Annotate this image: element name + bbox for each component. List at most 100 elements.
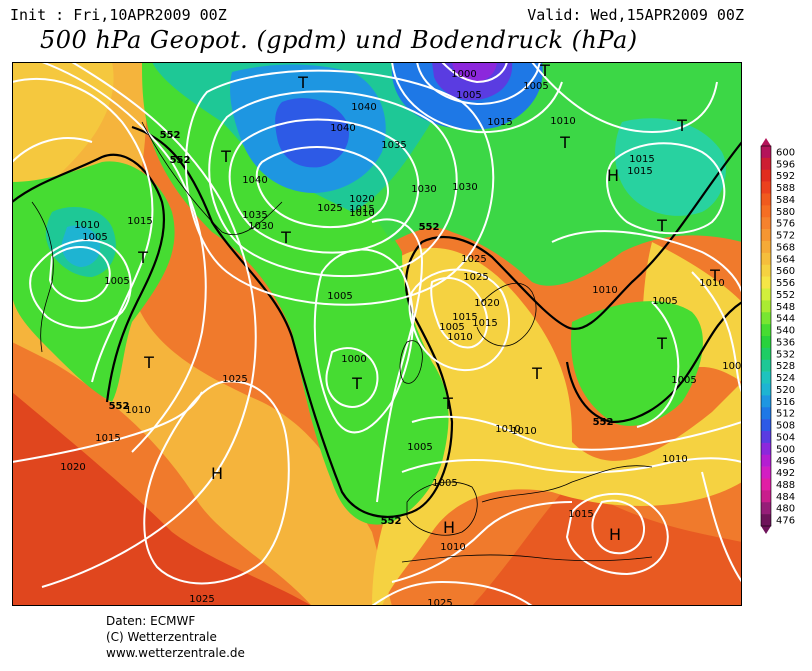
isobar: [29, 239, 132, 329]
isobar-label: 1010: [495, 424, 520, 435]
isobar-label: 1005: [523, 81, 548, 92]
isobar-label: 1005: [439, 322, 464, 333]
low-pressure-marker: T: [531, 364, 542, 383]
isobar-label: 1005: [327, 291, 352, 302]
colorbar-swatch: [761, 514, 771, 527]
isobar-label: 1040: [351, 102, 376, 113]
isobar-label: 1010: [511, 426, 536, 437]
isobar-label: 1015: [95, 433, 120, 444]
isobar-label: 1005: [456, 90, 481, 101]
coastline-iberia: [406, 481, 478, 536]
isobar: [430, 277, 489, 349]
init-time-label: Init : Fri,10APR2009 00Z: [10, 6, 227, 24]
colorbar-swatch: [761, 324, 771, 337]
high-pressure-marker: H: [607, 166, 619, 185]
isobar-label: 1005: [671, 375, 696, 386]
contour-552-east: [565, 301, 742, 424]
colorbar-swatch: [761, 454, 771, 467]
isobar: [184, 69, 495, 306]
isobar: [408, 268, 511, 372]
high-pressure-marker: H: [443, 518, 455, 537]
colorbar-label: 596: [776, 159, 795, 170]
geopotential-label: 552: [593, 417, 614, 428]
colorbar-label: 588: [776, 183, 795, 194]
colorbar-swatch: [761, 157, 771, 171]
colorbar-swatch: [761, 371, 771, 384]
isobar-label: 1015: [568, 509, 593, 520]
isobar-label: 1015: [127, 216, 152, 227]
isobars: [12, 62, 742, 606]
pressure-centers: T T T T T T T T T T T T T T H H H H: [137, 62, 720, 544]
coastline-scandinavia: [476, 283, 537, 347]
geopotential-labels: 552 552 552 552 552 552: [109, 130, 614, 527]
high-pressure-marker: H: [609, 525, 621, 544]
isobar-label: 1010: [662, 454, 687, 465]
colorbar-label: 540: [776, 326, 795, 337]
low-pressure-marker: T: [539, 62, 550, 80]
isobar-label: 1010: [550, 116, 575, 127]
colorbar-label: 544: [776, 314, 795, 325]
coastlines: [31, 121, 653, 563]
isobar-label: 1015: [629, 154, 654, 165]
colorbar-label: 548: [776, 302, 795, 313]
colorbar-swatch: [761, 431, 771, 444]
colorbar-swatch: [761, 146, 771, 159]
isobar-label: 1010: [349, 208, 374, 219]
isobar: [701, 471, 742, 583]
isobar: [606, 142, 726, 235]
isobar-label: 1010: [447, 332, 472, 343]
colorbar-label: 520: [776, 385, 795, 396]
valid-time-label: Valid: Wed,15APR2009 00Z: [527, 6, 744, 24]
isobar: [325, 347, 379, 409]
low-pressure-marker: T: [137, 248, 148, 267]
colorbar-label: 508: [776, 421, 795, 432]
isobar-label: 1030: [452, 182, 477, 193]
colorbar-label: 572: [776, 231, 795, 242]
low-pressure-marker: T: [280, 228, 291, 247]
colorbar-swatch: [761, 217, 771, 230]
isobar-label: 1005: [722, 361, 742, 372]
low-pressure-marker: T: [656, 216, 667, 235]
teal-zone-ne: [615, 118, 726, 216]
colorbar-label: 512: [776, 409, 795, 420]
isobar-label: 1010: [125, 405, 150, 416]
colorbar-swatch: [761, 359, 771, 372]
warm-band-deep-se: [472, 482, 742, 606]
colorbar-swatch: [761, 383, 771, 396]
isobar-label: 1040: [330, 123, 355, 134]
isobar: [401, 457, 742, 474]
colorbar-label: 484: [776, 492, 795, 503]
colorbar-label: 536: [776, 337, 795, 348]
low-pressure-marker: T: [143, 353, 154, 372]
isobar: [12, 137, 93, 163]
colorbar-swatch: [761, 336, 771, 349]
colorbar-label: 476: [776, 516, 795, 527]
coastline-labrador: [31, 201, 54, 353]
colorbar-swatch: [761, 502, 771, 515]
colorbar-label: 568: [776, 242, 795, 253]
isobar-label: 1015: [472, 318, 497, 329]
colorbar-label: 532: [776, 349, 795, 360]
geopotential-label: 552: [419, 222, 440, 233]
colorbar-swatch: [761, 252, 771, 266]
coastline-greenland: [141, 121, 283, 235]
colorbar-swatch: [761, 181, 771, 194]
isobar: [691, 271, 742, 393]
website-label: www.wetterzentrale.de: [106, 646, 245, 660]
colorbar-swatch: [761, 490, 771, 503]
isobar: [565, 492, 669, 576]
copyright-label: (C) Wetterzentrale: [106, 630, 217, 644]
isobar-label: 1015: [452, 312, 477, 323]
colorbar-swatch: [761, 442, 771, 456]
isobar-label: 1010: [74, 220, 99, 231]
colorbar-label: 556: [776, 278, 795, 289]
isobar: [411, 415, 742, 451]
colorbar-label: 492: [776, 468, 795, 479]
colorbar-swatch: [761, 264, 771, 277]
low-pressure-marker: T: [709, 266, 720, 285]
isobar: [391, 501, 573, 583]
colorbar-swatch: [761, 466, 771, 479]
isobar-label: 1015: [627, 166, 652, 177]
data-source-label: Daten: ECMWF: [106, 614, 196, 628]
warm-band-deep: [12, 392, 312, 606]
